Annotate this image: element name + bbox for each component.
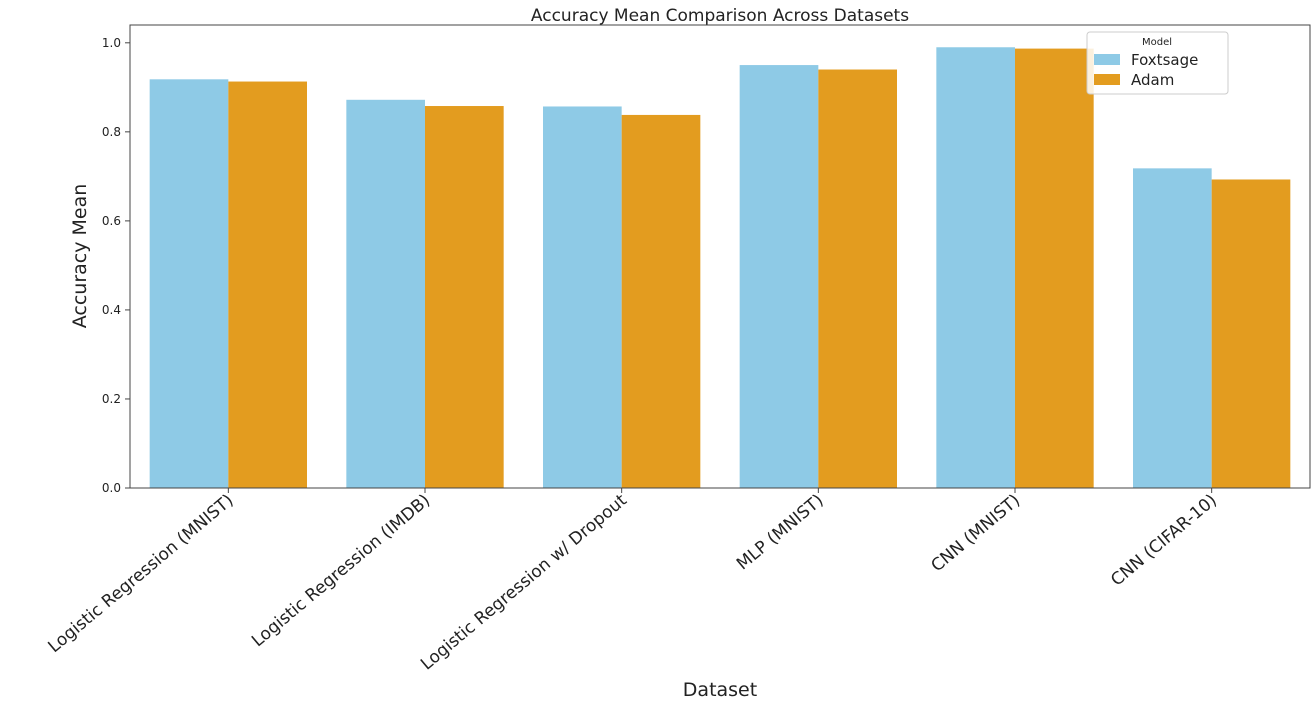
bar-foxtsage-2 <box>543 106 622 489</box>
y-tick-label: 0.4 <box>102 303 121 317</box>
y-tick-label: 0.8 <box>102 125 121 139</box>
bar-adam-5 <box>1211 179 1291 488</box>
bar-foxtsage-0 <box>149 79 229 488</box>
y-tick-label: 0.2 <box>102 392 121 406</box>
x-axis-ticks: Logistic Regression (MNIST) Logistic Regr… <box>44 488 1221 674</box>
bar-foxtsage-1 <box>346 99 425 489</box>
legend-swatch-adam <box>1094 74 1120 85</box>
x-tick-label: MLP (MNIST) <box>733 491 828 575</box>
legend-label-adam: Adam <box>1131 71 1174 89</box>
x-axis-title: Dataset <box>683 679 757 701</box>
bar-foxtsage-5 <box>1133 168 1212 488</box>
x-tick-label: CNN (MNIST) <box>927 491 1024 577</box>
bar-foxtsage-4 <box>936 47 1015 489</box>
legend: Model Foxtsage Adam <box>1086 31 1229 95</box>
bar-adam-1 <box>425 106 504 489</box>
y-axis-ticks: 0.0 0.2 0.4 0.6 0.8 1.0 <box>102 36 130 495</box>
bar-adam-0 <box>228 81 307 488</box>
y-axis-title: Accuracy Mean <box>69 184 91 329</box>
bar-adam-2 <box>621 114 701 489</box>
legend-label-foxtsage: Foxtsage <box>1131 51 1198 69</box>
x-tick-label: Logistic Regression (IMDB) <box>248 491 434 652</box>
x-tick-label: Logistic Regression (MNIST) <box>44 491 237 658</box>
chart-title: Accuracy Mean Comparison Across Datasets <box>531 6 909 26</box>
legend-title: Model <box>1142 37 1172 48</box>
y-tick-label: 1.0 <box>102 36 121 50</box>
y-tick-label: 0.6 <box>102 214 121 228</box>
bar-adam-4 <box>1015 48 1094 489</box>
legend-items: Foxtsage Adam <box>1094 51 1198 89</box>
legend-box <box>1086 31 1229 95</box>
bars-layer <box>149 47 1291 489</box>
bar-foxtsage-3 <box>739 65 819 488</box>
plot-frame <box>129 24 1311 489</box>
x-tick-label: CNN (CIFAR-10) <box>1107 491 1221 591</box>
bar-adam-3 <box>818 69 897 489</box>
y-tick-label: 0.0 <box>102 481 121 495</box>
legend-swatch-foxtsage <box>1094 54 1120 65</box>
x-tick-label: Logistic Regression w/ Dropout <box>417 490 631 674</box>
